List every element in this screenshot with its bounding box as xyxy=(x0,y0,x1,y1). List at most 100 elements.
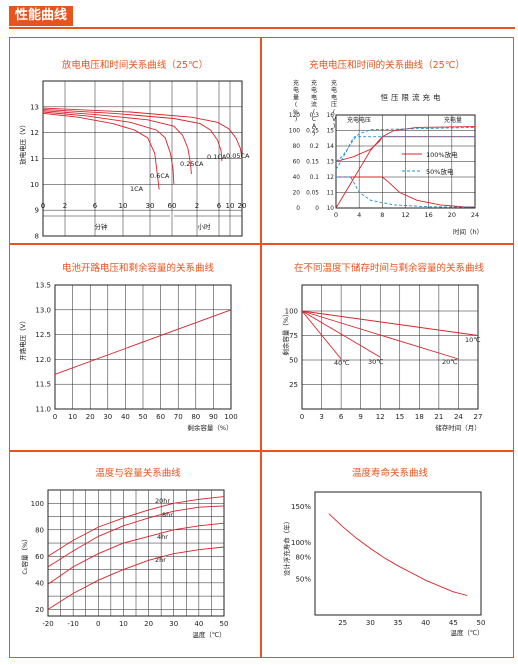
label-charge-amount: 充电量 xyxy=(444,116,462,124)
x-axis-label: 储存时间（月） xyxy=(435,423,481,432)
panel-storage-curve: 在不同温度下储存时间与剩余容量的关系曲线 剩余容量（%） 储存时间（月） 25 5… xyxy=(261,244,514,451)
y-tick-current: 0 xyxy=(315,206,319,212)
chart-title: 充电电压和时间的关系曲线（25℃） xyxy=(309,59,465,71)
x-tick-label: 0 xyxy=(41,202,45,210)
y-axis-label: 放电电压（V） xyxy=(18,121,27,164)
y-tick-current: 0.15 xyxy=(306,160,319,166)
series-line-0.25CA xyxy=(42,110,192,175)
header-divider xyxy=(9,27,515,29)
chart-title: 放电电压和时间关系曲线（25℃） xyxy=(62,59,208,71)
y-tick-label: 13.0 xyxy=(35,306,51,314)
x-tick-label: 20 xyxy=(238,202,247,210)
x-tick-label: 4 xyxy=(357,211,361,219)
y-tick-voltage: 13 xyxy=(327,160,335,166)
y-tick-label: 20 xyxy=(35,606,44,614)
discharge-chart: 放电电压和时间关系曲线（25℃） 放电电压（V） 分钟 小时 8 9 10 11 12 1… xyxy=(18,59,250,241)
x-tick-label: 100 xyxy=(224,413,237,421)
x-tick-label: 30 xyxy=(169,620,178,628)
x-tick-label: 30 xyxy=(103,413,112,421)
x-tick-label: 0 xyxy=(96,620,100,628)
charge-chart: 充电电压和时间的关系曲线（25℃） 恒压限流充电 时间（h） 充电量(%)充电电… xyxy=(289,59,483,236)
series-line-30℃ xyxy=(301,310,381,358)
x-tick-label: 8 xyxy=(380,211,384,219)
series-label: 0.1CA xyxy=(207,153,227,161)
axis-header-char: ( xyxy=(313,109,315,116)
x-tick-label: 24 xyxy=(471,211,479,219)
axis-header-char: 电 xyxy=(331,93,337,101)
y-tick-amount: 20 xyxy=(293,191,301,197)
series-line-0.1CA xyxy=(42,108,223,162)
y-tick-label: 13.5 xyxy=(35,282,51,290)
y-tick-voltage: 11 xyxy=(327,191,335,197)
legend-label-dash: 50%放电 xyxy=(426,167,454,176)
x-tick-label: 30 xyxy=(366,619,375,627)
y-axis-label: C₀容量（%） xyxy=(20,535,29,574)
x-tick-label: 60 xyxy=(156,413,165,421)
series-line-8hr xyxy=(47,505,225,568)
x-tick-label: 10 xyxy=(68,413,77,421)
axis-header-char: A xyxy=(312,123,317,130)
axis-header-char: 电 xyxy=(311,86,317,94)
x-tick-label: 20 xyxy=(86,413,95,421)
panel-temp-capacity-curve: 温度与容量关系曲线 C₀容量（%） 温度（℃） 20 40 60 80 100 -20 -1… xyxy=(9,451,261,658)
axis-header-char: 电 xyxy=(331,86,337,94)
storage-chart: 在不同温度下储存时间与剩余容量的关系曲线 剩余容量（%） 储存时间（月） 25 5… xyxy=(281,262,484,432)
y-tick-current: 0.25 xyxy=(306,129,319,135)
axis-header-char: V xyxy=(332,116,337,123)
series-line xyxy=(336,176,476,208)
x-tick-label: 3 xyxy=(319,413,323,421)
y-tick-label: 100 xyxy=(31,500,44,508)
axis-header-char: 充 xyxy=(311,79,317,87)
series-label: 8hr xyxy=(162,511,173,519)
axis-header-char: 电 xyxy=(293,86,299,94)
x-axis-label: 剩余容量（%） xyxy=(187,423,232,432)
series-label: 1CA xyxy=(130,185,144,193)
x-tick-label: 6 xyxy=(93,202,98,210)
series-line-1CA xyxy=(42,112,160,190)
x-tick-label: 10 xyxy=(119,620,128,628)
y-tick-label: 25 xyxy=(289,381,298,389)
x-tick-label: 6 xyxy=(339,413,344,421)
life-curve xyxy=(328,513,468,596)
series-label: 0.05CA xyxy=(226,152,250,160)
axis-header-char: 电 xyxy=(311,93,317,101)
series-label: 40℃ xyxy=(334,359,350,367)
y-tick-label: 50 xyxy=(289,357,298,365)
axis-header-char: 充 xyxy=(331,79,337,87)
x-axis-label: 温度（℃） xyxy=(450,628,483,637)
axis-header-char: ( xyxy=(295,102,297,109)
x-tick-label: 12 xyxy=(376,413,385,421)
x-tick-label: 18 xyxy=(415,413,424,421)
x-tick-label: 21 xyxy=(434,413,443,421)
y-tick-label: 9 xyxy=(35,207,39,215)
x-tick-label: 0 xyxy=(300,413,304,421)
y-axis-label: 剩余容量（%） xyxy=(281,310,290,355)
series-line-0.05CA xyxy=(42,107,243,159)
y-tick-label: 8 xyxy=(35,233,39,241)
x-tick-label: -20 xyxy=(42,620,53,628)
x-tick-label: 60 xyxy=(168,202,177,210)
series-line-4hr xyxy=(47,522,225,585)
charge-mode-label: 恒压限流充电 xyxy=(381,92,444,102)
series-label: 20℃ xyxy=(442,358,458,366)
chart-title: 温度与容量关系曲线 xyxy=(95,467,181,479)
x-tick-label: 0 xyxy=(53,413,57,421)
y-tick-label: 11.5 xyxy=(35,381,51,389)
y-tick-label: 60 xyxy=(35,553,44,561)
temp-life-chart: 温度寿命关系曲线 设计浮充寿命（年） 温度（℃） 50% 80% 100% 150% 2… xyxy=(282,467,485,637)
x-tick-label: 12 xyxy=(401,211,409,219)
series-line xyxy=(335,126,476,170)
axis-header-char: 充 xyxy=(293,79,299,87)
y-tick-label: 40 xyxy=(35,579,44,587)
x-tick-label: 40 xyxy=(121,413,130,421)
axis-header-char: 量 xyxy=(293,94,299,101)
axis-header-char: 压 xyxy=(331,102,337,109)
y-tick-label: 100 xyxy=(285,308,298,316)
y-tick-label: 100% xyxy=(291,539,311,547)
x-tick-label: 0 xyxy=(334,211,338,219)
series-label: 0.25CA xyxy=(180,160,204,168)
series-label: 0.6CA xyxy=(150,172,170,180)
chart-title: 电池开路电压和剩余容量的关系曲线 xyxy=(62,262,215,274)
x-tick-label: 90 xyxy=(209,413,218,421)
y-tick-label: 12 xyxy=(30,129,39,137)
